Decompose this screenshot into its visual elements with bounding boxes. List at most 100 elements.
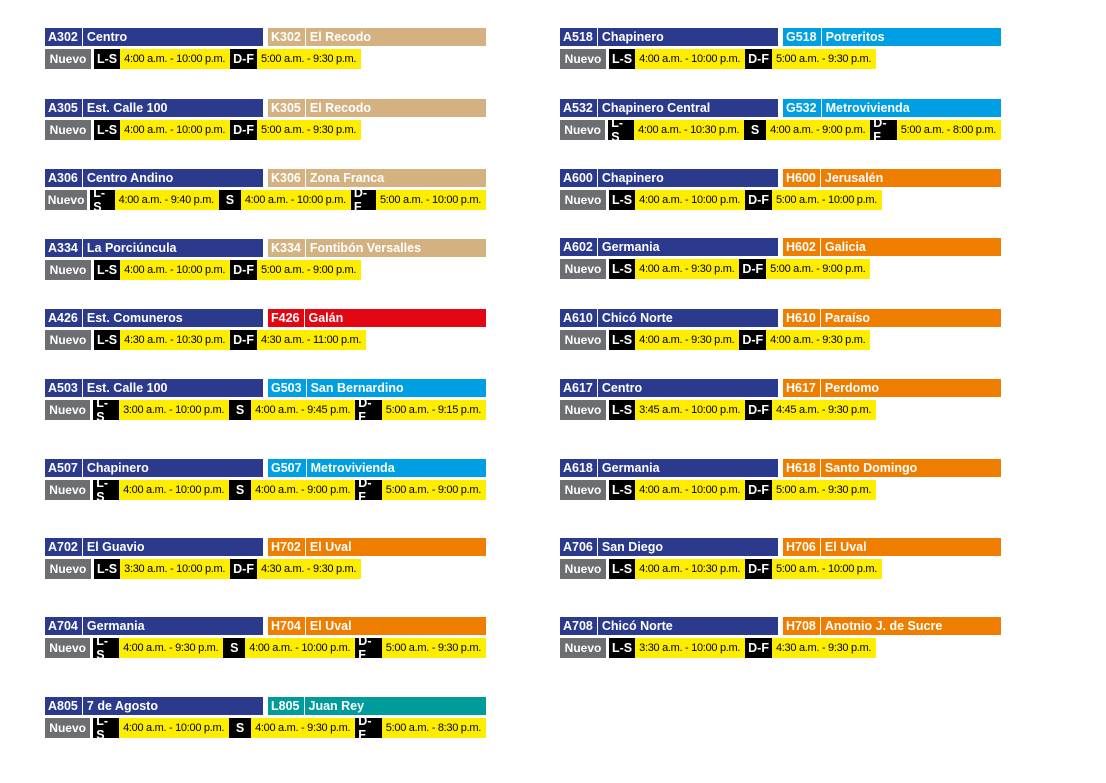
schedule-row: Nuevo L-S 4:00 a.m. - 10:00 p.m. S 4:00 a.m.…	[45, 476, 486, 504]
new-badge: Nuevo	[45, 480, 91, 500]
route-block: A532 Chapinero Central G532 Metrovivienda Nu…	[560, 99, 1001, 144]
schedule-row: Nuevo L-S 4:00 a.m. - 10:00 p.m. S 4:00 a.m.…	[45, 714, 486, 742]
service-hours: 5:00 a.m. - 10:00 p.m.	[771, 190, 882, 210]
day-code-badge: L-S	[608, 116, 635, 144]
service-hours: 5:00 a.m. - 8:00 p.m.	[896, 120, 1001, 140]
trunk-route-a[interactable]: A600 Chapinero	[560, 169, 778, 187]
trunk-route-b[interactable]: H610 Paraíso	[783, 309, 1001, 327]
route-destination: Est. Calle 100	[86, 101, 168, 115]
schedule-row: Nuevo L-S 4:00 a.m. - 10:00 p.m. D-F 5:00 a.…	[560, 480, 1001, 500]
service-hours: 4:00 a.m. - 10:00 p.m.	[120, 49, 231, 69]
service-hours: 4:00 a.m. - 10:30 p.m.	[634, 120, 745, 140]
day-code-badge: D-F	[745, 400, 772, 420]
trunk-route-b[interactable]: K306 Zona Franca	[268, 169, 486, 187]
route-destination: San Diego	[601, 540, 664, 554]
trunk-route-a[interactable]: A518 Chapinero	[560, 28, 778, 46]
new-badge: Nuevo	[560, 330, 606, 350]
new-badge: Nuevo	[560, 120, 606, 140]
route-header: A426 Est. Comuneros F426 Galán	[45, 309, 486, 327]
trunk-route-b[interactable]: H618 Santo Domingo	[783, 459, 1001, 477]
route-destination: El Uval	[309, 619, 352, 633]
route-block: A600 Chapinero H600 Jerusalén Nuevo L-S 4:00 a…	[560, 169, 1001, 210]
trunk-route-a[interactable]: A702 El Guavio	[45, 538, 263, 556]
trunk-route-b[interactable]: L805 Juan Rey	[268, 697, 486, 715]
route-code: H702	[268, 538, 306, 556]
trunk-route-b[interactable]: H708 Anotnio J. de Sucre	[783, 617, 1001, 635]
day-code-badge: D-F	[745, 638, 772, 658]
trunk-route-b[interactable]: K302 El Recodo	[268, 28, 486, 46]
trunk-route-a[interactable]: A507 Chapinero	[45, 459, 263, 477]
trunk-route-b[interactable]: G518 Potreritos	[783, 28, 1001, 46]
route-header: A617 Centro H617 Perdomo	[560, 379, 1001, 397]
schedule-row: Nuevo L-S 4:00 a.m. - 10:30 p.m. S 4:00 a.m.…	[560, 116, 1001, 144]
day-code-badge: D-F	[355, 476, 382, 504]
trunk-route-a[interactable]: A426 Est. Comuneros	[45, 309, 263, 327]
service-hours: 5:00 a.m. - 10:00 p.m.	[375, 190, 486, 210]
new-badge: Nuevo	[560, 480, 606, 500]
day-code-badge: D-F	[230, 120, 257, 140]
new-badge: Nuevo	[45, 559, 91, 579]
trunk-route-a[interactable]: A706 San Diego	[560, 538, 778, 556]
day-code-badge: L-S	[93, 634, 120, 662]
route-code: H617	[783, 379, 821, 397]
route-destination: El Uval	[824, 540, 867, 554]
schedule-row: Nuevo L-S 3:00 a.m. - 10:00 p.m. S 4:00 a.m.…	[45, 396, 486, 424]
route-destination: El Uval	[309, 540, 352, 554]
trunk-route-a[interactable]: A617 Centro	[560, 379, 778, 397]
service-hours: 4:00 a.m. - 9:30 p.m.	[635, 259, 740, 279]
new-badge: Nuevo	[560, 49, 606, 69]
service-hours: 5:00 a.m. - 9:15 p.m.	[381, 400, 486, 420]
route-code: A708	[560, 617, 598, 635]
day-code-badge: L-S	[609, 190, 636, 210]
schedule-row: Nuevo L-S 4:00 a.m. - 10:30 p.m. D-F 5:00 a.…	[560, 559, 1001, 579]
trunk-route-b[interactable]: H602 Galicia	[783, 238, 1001, 256]
trunk-route-a[interactable]: A306 Centro Andino	[45, 169, 263, 187]
trunk-route-a[interactable]: A704 Germania	[45, 617, 263, 635]
trunk-route-a[interactable]: A302 Centro	[45, 28, 263, 46]
trunk-route-b[interactable]: H704 El Uval	[268, 617, 486, 635]
trunk-route-a[interactable]: A708 Chicó Norte	[560, 617, 778, 635]
route-code: A706	[560, 538, 598, 556]
trunk-route-b[interactable]: K305 El Recodo	[268, 99, 486, 117]
trunk-route-b[interactable]: H600 Jerusalén	[783, 169, 1001, 187]
new-badge: Nuevo	[560, 259, 606, 279]
route-code: A503	[45, 379, 83, 397]
route-header: A507 Chapinero G507 Metrovivienda	[45, 459, 486, 477]
day-code-badge: D-F	[355, 396, 382, 424]
day-code-badge: S	[229, 400, 252, 420]
trunk-route-a[interactable]: A305 Est. Calle 100	[45, 99, 263, 117]
new-badge: Nuevo	[45, 718, 91, 738]
day-code-badge: L-S	[90, 186, 115, 214]
trunk-route-a[interactable]: A618 Germania	[560, 459, 778, 477]
trunk-route-a[interactable]: A805 7 de Agosto	[45, 697, 263, 715]
route-block: A618 Germania H618 Santo Domingo Nuevo L-S 4:0…	[560, 459, 1001, 500]
service-hours: 5:00 a.m. - 9:30 p.m.	[256, 120, 362, 140]
new-badge: Nuevo	[45, 120, 91, 140]
route-header: A305 Est. Calle 100 K305 El Recodo	[45, 99, 486, 117]
route-code: A306	[45, 169, 83, 187]
trunk-route-a[interactable]: A610 Chicó Norte	[560, 309, 778, 327]
trunk-route-a[interactable]: A532 Chapinero Central	[560, 99, 778, 117]
trunk-route-b[interactable]: H617 Perdomo	[783, 379, 1001, 397]
route-block: A507 Chapinero G507 Metrovivienda Nuevo L-S 4:…	[45, 459, 486, 504]
schedule-row: Nuevo L-S 4:00 a.m. - 9:30 p.m. D-F 4:00 a.m…	[560, 330, 1001, 350]
trunk-route-b[interactable]: H706 El Uval	[783, 538, 1001, 556]
trunk-route-b[interactable]: H702 El Uval	[268, 538, 486, 556]
schedule-row: Nuevo L-S 4:00 a.m. - 10:00 p.m. D-F 5:00 a.…	[45, 120, 486, 140]
trunk-route-a[interactable]: A334 La Porciúncula	[45, 239, 263, 257]
route-destination: 7 de Agosto	[86, 699, 158, 713]
service-hours: 4:00 a.m. - 10:00 p.m.	[635, 190, 746, 210]
route-destination: Galán	[308, 311, 344, 325]
trunk-route-a[interactable]: A602 Germania	[560, 238, 778, 256]
trunk-route-b[interactable]: K334 Fontibón Versalles	[268, 239, 486, 257]
trunk-route-b[interactable]: G503 San Bernardino	[268, 379, 486, 397]
trunk-route-b[interactable]: G532 Metrovivienda	[783, 99, 1001, 117]
schedule-row: Nuevo L-S 4:00 a.m. - 10:00 p.m. D-F 5:00 a.…	[45, 260, 486, 280]
trunk-route-b[interactable]: G507 Metrovivienda	[268, 459, 486, 477]
trunk-route-b[interactable]: F426 Galán	[268, 309, 486, 327]
schedule-row: Nuevo L-S 4:00 a.m. - 10:00 p.m. D-F 5:00 a.…	[560, 190, 1001, 210]
service-hours: 5:00 a.m. - 9:30 p.m.	[771, 480, 877, 500]
route-destination: Juan Rey	[308, 699, 365, 713]
trunk-route-a[interactable]: A503 Est. Calle 100	[45, 379, 263, 397]
service-hours: 4:00 a.m. - 9:00 p.m.	[251, 480, 356, 500]
